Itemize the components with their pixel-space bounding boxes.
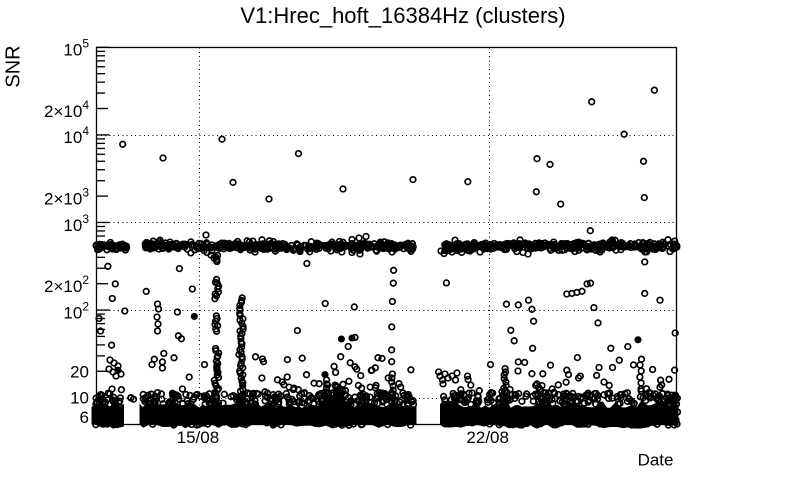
svg-text:22/08: 22/08 bbox=[466, 428, 509, 447]
svg-text:2×102: 2×102 bbox=[44, 273, 89, 296]
svg-text:20: 20 bbox=[70, 362, 89, 381]
svg-text:6: 6 bbox=[80, 408, 89, 427]
svg-text:SNR: SNR bbox=[3, 45, 25, 87]
svg-text:2×103: 2×103 bbox=[44, 185, 89, 208]
svg-text:10: 10 bbox=[70, 389, 89, 408]
svg-text:V1:Hrec_hoft_16384Hz (clusters: V1:Hrec_hoft_16384Hz (clusters) bbox=[240, 3, 565, 28]
svg-text:Date: Date bbox=[638, 451, 674, 470]
svg-text:15/08: 15/08 bbox=[177, 428, 220, 447]
svg-text:2×104: 2×104 bbox=[44, 98, 89, 121]
